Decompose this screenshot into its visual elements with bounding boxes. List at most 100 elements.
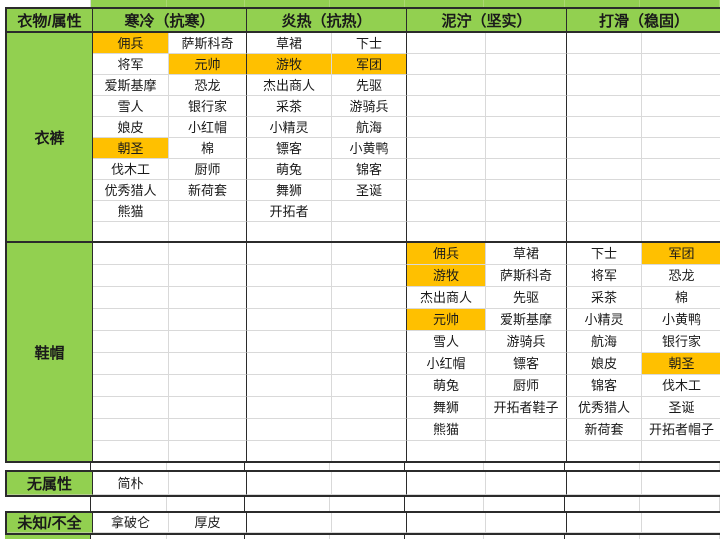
item-cell[interactable]: 舞狮 (247, 180, 332, 201)
item-cell[interactable]: 熊猫 (93, 201, 169, 222)
empty-cell[interactable] (642, 159, 720, 180)
empty-cell[interactable] (169, 375, 247, 397)
item-cell[interactable]: 厨师 (486, 375, 567, 397)
section-label-clothes[interactable]: 衣裤 (7, 33, 93, 241)
empty-cell[interactable] (93, 419, 169, 441)
item-cell[interactable]: 厚皮 (169, 513, 247, 533)
empty-cell[interactable] (247, 353, 332, 375)
empty-cell[interactable] (642, 180, 720, 201)
empty-cell[interactable] (169, 201, 247, 222)
empty-cell[interactable] (169, 265, 247, 287)
item-cell[interactable]: 采茶 (247, 96, 332, 117)
item-cell[interactable]: 小精灵 (247, 117, 332, 138)
empty-cell[interactable] (407, 54, 486, 75)
item-cell[interactable]: 将军 (567, 265, 642, 287)
empty-cell[interactable] (91, 0, 167, 7)
item-cell[interactable]: 新荷套 (169, 180, 247, 201)
item-cell[interactable]: 熊猫 (407, 419, 486, 441)
empty-cell[interactable] (567, 441, 642, 461)
empty-cell[interactable] (642, 75, 720, 96)
column-group-header-cold[interactable]: 寒冷（抗寒） (93, 9, 247, 31)
empty-cell[interactable] (93, 397, 169, 419)
empty-cell[interactable] (247, 419, 332, 441)
item-cell[interactable]: 爱斯基摩 (486, 309, 567, 331)
column-group-header-slippery[interactable]: 打滑（稳固） (567, 9, 720, 31)
item-cell[interactable]: 萨斯科奇 (169, 33, 247, 54)
item-cell[interactable]: 开拓者 (247, 201, 332, 222)
empty-cell[interactable] (93, 265, 169, 287)
empty-cell[interactable] (332, 201, 407, 222)
section-label-no-attribute[interactable]: 无属性 (7, 472, 93, 495)
empty-cell[interactable] (407, 75, 486, 96)
empty-cell[interactable] (247, 472, 332, 495)
empty-cell[interactable] (93, 243, 169, 265)
empty-cell[interactable] (247, 331, 332, 353)
empty-cell[interactable] (484, 497, 565, 511)
item-cell[interactable]: 雪人 (407, 331, 486, 353)
empty-cell[interactable] (567, 54, 642, 75)
item-cell[interactable]: 圣诞 (332, 180, 407, 201)
empty-cell[interactable] (642, 472, 720, 495)
item-cell[interactable]: 锦客 (567, 375, 642, 397)
item-cell[interactable]: 游牧 (407, 265, 486, 287)
empty-cell[interactable] (93, 309, 169, 331)
item-cell[interactable]: 爱斯基摩 (93, 75, 169, 96)
empty-cell[interactable] (332, 222, 407, 241)
column-group-header-hot[interactable]: 炎热（抗热） (247, 9, 407, 31)
empty-cell[interactable] (640, 535, 720, 539)
empty-cell[interactable] (567, 222, 642, 241)
empty-cell[interactable] (642, 54, 720, 75)
empty-cell[interactable] (407, 117, 486, 138)
empty-cell[interactable] (167, 497, 245, 511)
empty-cell[interactable] (93, 375, 169, 397)
item-cell[interactable]: 娘皮 (567, 353, 642, 375)
empty-cell[interactable] (486, 419, 567, 441)
empty-cell[interactable] (407, 513, 486, 533)
empty-cell[interactable] (486, 441, 567, 461)
item-cell[interactable]: 棉 (169, 138, 247, 159)
empty-cell[interactable] (332, 419, 407, 441)
empty-cell[interactable] (169, 331, 247, 353)
section-label-unknown[interactable]: 未知/不全 (7, 513, 93, 533)
empty-cell[interactable] (93, 441, 169, 461)
corner-header-cell[interactable]: 衣物/属性 (7, 9, 93, 31)
item-cell[interactable]: 舞狮 (407, 397, 486, 419)
empty-cell[interactable] (5, 463, 91, 470)
item-cell[interactable]: 下士 (567, 243, 642, 265)
empty-cell[interactable] (407, 33, 486, 54)
empty-cell[interactable] (91, 535, 167, 539)
empty-cell[interactable] (332, 513, 407, 533)
item-cell[interactable]: 银行家 (642, 331, 720, 353)
empty-cell[interactable] (486, 222, 567, 241)
empty-cell[interactable] (486, 75, 567, 96)
item-cell[interactable]: 雪人 (93, 96, 169, 117)
empty-cell[interactable] (332, 441, 407, 461)
empty-cell[interactable] (567, 159, 642, 180)
empty-cell[interactable] (5, 497, 91, 511)
empty-cell[interactable] (169, 441, 247, 461)
empty-cell[interactable] (567, 96, 642, 117)
empty-cell[interactable] (484, 0, 565, 7)
empty-cell[interactable] (169, 243, 247, 265)
item-cell[interactable]: 优秀猎人 (93, 180, 169, 201)
empty-cell[interactable] (567, 138, 642, 159)
empty-cell[interactable] (330, 463, 405, 470)
empty-cell[interactable] (567, 472, 642, 495)
item-cell[interactable]: 将军 (93, 54, 169, 75)
empty-cell[interactable] (93, 353, 169, 375)
empty-cell[interactable] (167, 463, 245, 470)
empty-cell[interactable] (486, 472, 567, 495)
empty-cell[interactable] (567, 75, 642, 96)
item-cell[interactable]: 娘皮 (93, 117, 169, 138)
item-cell[interactable]: 草裙 (486, 243, 567, 265)
empty-cell[interactable] (565, 0, 640, 7)
item-cell[interactable]: 杰出商人 (247, 75, 332, 96)
empty-cell[interactable] (405, 463, 484, 470)
empty-cell[interactable] (642, 117, 720, 138)
empty-cell[interactable] (245, 0, 330, 7)
empty-cell[interactable] (565, 463, 640, 470)
item-cell[interactable]: 军团 (642, 243, 720, 265)
empty-cell[interactable] (332, 287, 407, 309)
empty-cell[interactable] (93, 222, 169, 241)
item-cell[interactable]: 开拓者鞋子 (486, 397, 567, 419)
